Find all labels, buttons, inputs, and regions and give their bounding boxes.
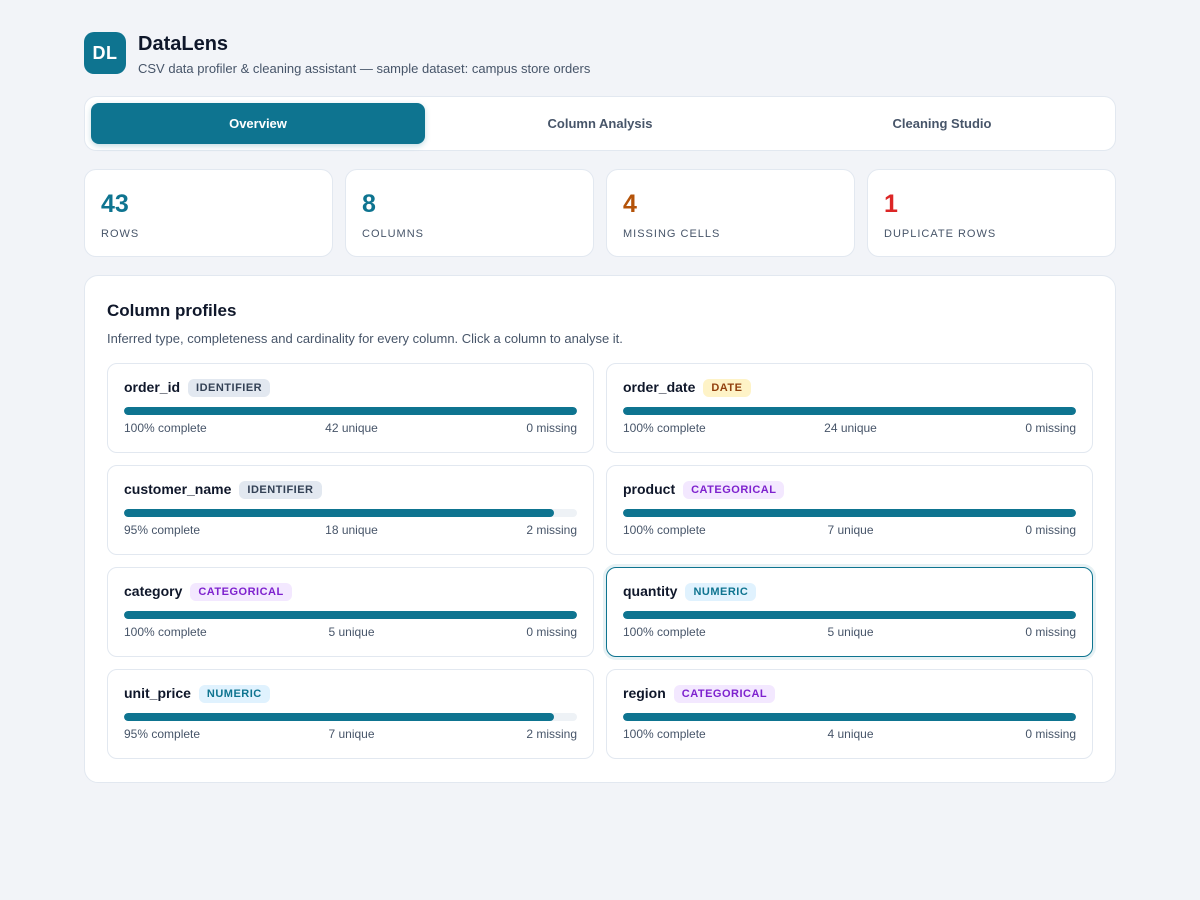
panel-description: Inferred type, completeness and cardinal… bbox=[107, 331, 623, 346]
tab-bar: Overview Column Analysis Cleaning Studio bbox=[84, 96, 1116, 151]
missing-text: 0 missing bbox=[1025, 625, 1076, 639]
missing-text: 0 missing bbox=[526, 421, 577, 435]
stat-card-missing-cells: 4 MISSING CELLS bbox=[606, 169, 855, 257]
column-card-quantity[interactable]: quantity NUMERIC 100% complete 5 unique 0… bbox=[606, 567, 1093, 657]
missing-text: 0 missing bbox=[1025, 421, 1076, 435]
app-header: DL DataLens CSV data profiler & cleaning… bbox=[84, 32, 784, 76]
stat-label: ROWS bbox=[101, 228, 140, 240]
app-logo: DL bbox=[84, 32, 126, 74]
stat-value: 8 bbox=[362, 190, 376, 218]
app-subtitle: CSV data profiler & cleaning assistant —… bbox=[138, 61, 591, 76]
unique-text: 5 unique bbox=[328, 625, 375, 639]
column-profiles-panel: Column profiles Inferred type, completen… bbox=[84, 275, 1116, 783]
unique-text: 18 unique bbox=[325, 523, 378, 537]
stat-label: COLUMNS bbox=[362, 228, 425, 240]
completeness-bar bbox=[124, 407, 577, 415]
completeness-fill bbox=[623, 611, 1076, 619]
completeness-bar bbox=[124, 713, 577, 721]
stat-card-columns: 8 COLUMNS bbox=[345, 169, 594, 257]
tab-overview[interactable]: Overview bbox=[91, 103, 425, 144]
column-card-unit-price[interactable]: unit_price NUMERIC 95% complete 7 unique … bbox=[107, 669, 594, 759]
completeness-bar bbox=[623, 713, 1076, 721]
column-name: order_id bbox=[124, 379, 181, 395]
column-card-product[interactable]: product CATEGORICAL 100% complete 7 uniqu… bbox=[606, 465, 1093, 555]
column-name: order_date bbox=[623, 379, 696, 395]
complete-text: 100% complete bbox=[124, 421, 207, 435]
stat-label: DUPLICATE ROWS bbox=[884, 228, 997, 240]
type-badge: DATE bbox=[703, 379, 751, 397]
completeness-fill bbox=[623, 713, 1076, 721]
completeness-fill bbox=[124, 407, 577, 415]
completeness-bar bbox=[623, 407, 1076, 415]
complete-text: 100% complete bbox=[124, 625, 207, 639]
complete-text: 100% complete bbox=[623, 523, 706, 537]
column-card-region[interactable]: region CATEGORICAL 100% complete 4 unique… bbox=[606, 669, 1093, 759]
complete-text: 100% complete bbox=[623, 421, 706, 435]
completeness-fill bbox=[124, 611, 577, 619]
type-badge: IDENTIFIER bbox=[239, 481, 322, 499]
stat-value: 1 bbox=[884, 190, 898, 218]
app-title: DataLens bbox=[138, 33, 229, 55]
column-name: category bbox=[124, 583, 183, 599]
type-badge: NUMERIC bbox=[198, 685, 270, 703]
missing-text: 2 missing bbox=[526, 727, 577, 741]
completeness-bar bbox=[124, 509, 577, 517]
type-badge: CATEGORICAL bbox=[683, 481, 785, 499]
completeness-fill bbox=[124, 509, 555, 517]
missing-text: 0 missing bbox=[526, 625, 577, 639]
unique-text: 4 unique bbox=[827, 727, 874, 741]
complete-text: 100% complete bbox=[623, 727, 706, 741]
column-card-order-date[interactable]: order_date DATE 100% complete 24 unique 0… bbox=[606, 363, 1093, 453]
column-name: quantity bbox=[623, 583, 678, 599]
unique-text: 7 unique bbox=[328, 727, 375, 741]
column-card-customer-name[interactable]: customer_name IDENTIFIER 95% complete 18 … bbox=[107, 465, 594, 555]
type-badge: CATEGORICAL bbox=[673, 685, 776, 703]
column-name: region bbox=[623, 685, 666, 701]
type-badge: NUMERIC bbox=[685, 583, 757, 601]
missing-text: 0 missing bbox=[1025, 727, 1076, 741]
column-card-order-id[interactable]: order_id IDENTIFIER 100% complete 42 uniq… bbox=[107, 363, 594, 453]
complete-text: 95% complete bbox=[124, 727, 201, 741]
completeness-bar bbox=[623, 611, 1076, 619]
completeness-fill bbox=[124, 713, 555, 721]
unique-text: 42 unique bbox=[325, 421, 378, 435]
panel-title: Column profiles bbox=[107, 301, 237, 320]
stat-card-duplicate-rows: 1 DUPLICATE ROWS bbox=[867, 169, 1116, 257]
stat-value: 43 bbox=[101, 190, 129, 218]
complete-text: 100% complete bbox=[623, 625, 706, 639]
column-name: customer_name bbox=[124, 481, 232, 497]
completeness-fill bbox=[623, 509, 1076, 517]
tab-column-analysis[interactable]: Column Analysis bbox=[547, 116, 653, 131]
missing-text: 0 missing bbox=[1025, 523, 1076, 537]
complete-text: 95% complete bbox=[124, 523, 201, 537]
unique-text: 24 unique bbox=[824, 421, 877, 435]
unique-text: 7 unique bbox=[827, 523, 874, 537]
stat-value: 4 bbox=[623, 190, 637, 218]
type-badge: CATEGORICAL bbox=[190, 583, 292, 601]
missing-text: 2 missing bbox=[526, 523, 577, 537]
stat-label: MISSING CELLS bbox=[623, 228, 721, 240]
completeness-bar bbox=[623, 509, 1076, 517]
tab-cleaning-studio[interactable]: Cleaning Studio bbox=[892, 116, 992, 131]
type-badge: IDENTIFIER bbox=[188, 379, 271, 397]
unique-text: 5 unique bbox=[827, 625, 874, 639]
stat-card-rows: 43 ROWS bbox=[84, 169, 333, 257]
column-card-category[interactable]: category CATEGORICAL 100% complete 5 uniq… bbox=[107, 567, 594, 657]
column-name: product bbox=[623, 481, 676, 497]
completeness-bar bbox=[124, 611, 577, 619]
completeness-fill bbox=[623, 407, 1076, 415]
column-name: unit_price bbox=[124, 685, 191, 701]
